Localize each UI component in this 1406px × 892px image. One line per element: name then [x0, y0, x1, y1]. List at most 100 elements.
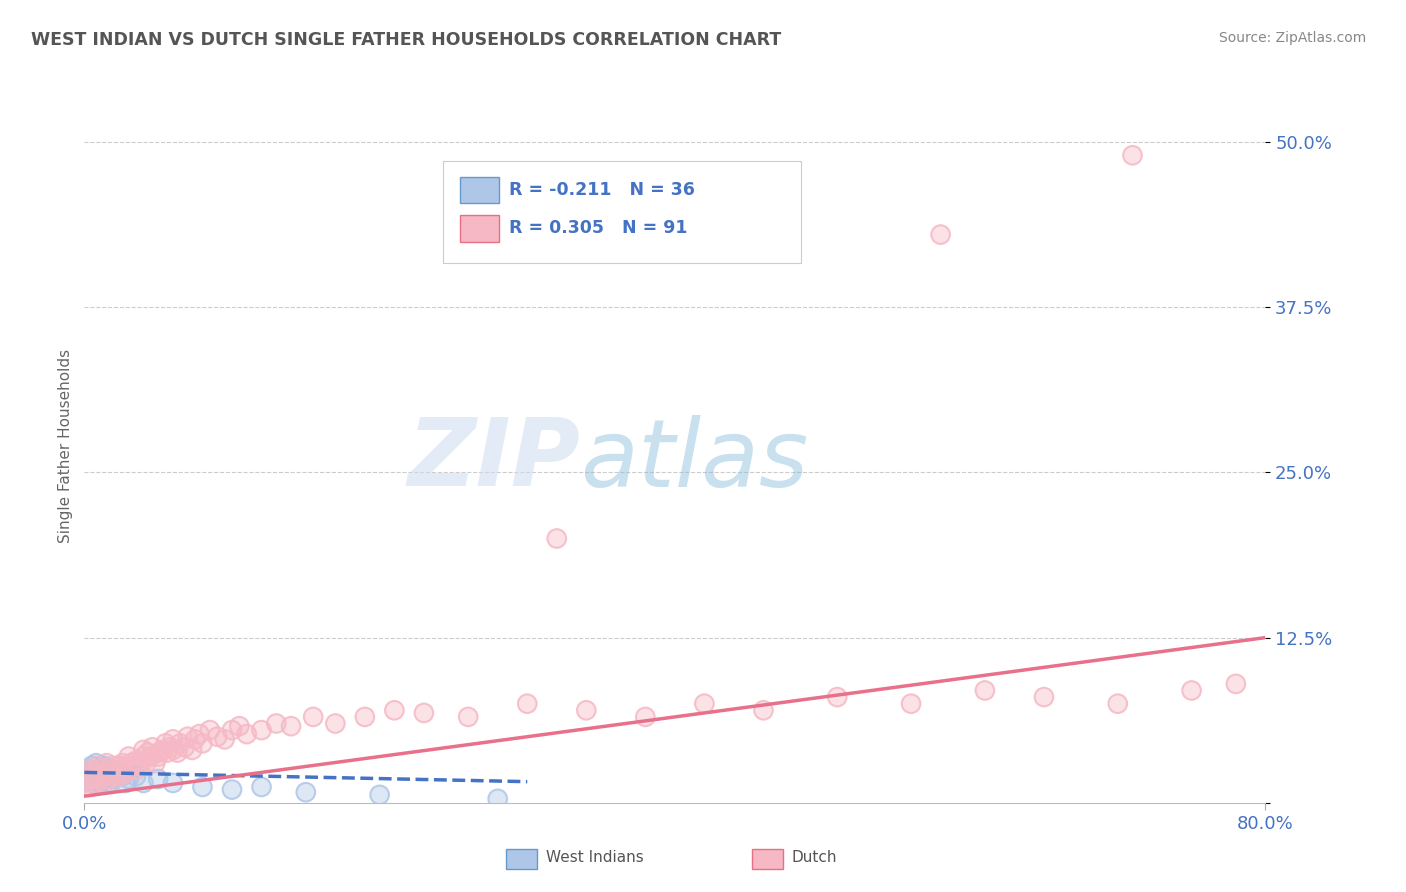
Point	[302, 710, 325, 724]
Point	[118, 763, 141, 777]
Point	[634, 710, 657, 724]
Point	[166, 746, 188, 760]
Point	[177, 730, 200, 744]
Text: Dutch: Dutch	[792, 850, 837, 864]
Point	[93, 769, 115, 783]
Point	[83, 776, 105, 790]
Point	[84, 756, 107, 771]
Point	[250, 723, 273, 738]
Point	[575, 703, 598, 717]
Point	[1107, 697, 1129, 711]
Point	[110, 763, 132, 777]
Point	[80, 759, 103, 773]
Point	[1225, 677, 1247, 691]
Point	[110, 763, 132, 777]
Point	[295, 785, 318, 799]
Point	[77, 763, 100, 777]
Point	[100, 769, 122, 783]
Point	[368, 788, 391, 802]
Point	[91, 766, 114, 780]
Point	[148, 772, 170, 786]
Point	[139, 749, 162, 764]
Point	[634, 710, 657, 724]
Point	[104, 769, 127, 783]
Point	[93, 769, 115, 783]
Point	[98, 776, 121, 790]
Point	[108, 769, 131, 783]
Point	[114, 759, 136, 773]
Point	[125, 754, 148, 768]
Point	[1225, 677, 1247, 691]
Point	[103, 772, 125, 786]
Point	[132, 749, 155, 764]
Point	[162, 732, 184, 747]
Point	[87, 763, 111, 777]
Point	[76, 769, 98, 783]
Point	[76, 769, 98, 783]
Point	[108, 769, 131, 783]
Point	[155, 736, 177, 750]
Point	[207, 730, 229, 744]
Point	[103, 772, 125, 786]
Point	[112, 766, 135, 780]
Point	[900, 697, 922, 711]
Point	[118, 749, 141, 764]
Point	[77, 766, 100, 780]
Point	[91, 766, 114, 780]
Point	[250, 780, 273, 794]
Point	[198, 723, 221, 738]
Point	[103, 763, 125, 777]
Point	[110, 769, 132, 783]
Point	[128, 756, 150, 771]
Point	[97, 772, 120, 786]
Point	[152, 743, 174, 757]
Point	[94, 776, 117, 790]
Point	[1107, 697, 1129, 711]
Point	[221, 723, 243, 738]
Point	[152, 743, 174, 757]
Point	[214, 732, 236, 747]
Text: ZIP: ZIP	[408, 414, 581, 507]
Point	[486, 792, 509, 806]
Point	[83, 776, 105, 790]
Point	[457, 710, 479, 724]
Point	[96, 763, 118, 777]
Text: West Indians: West Indians	[546, 850, 644, 864]
Point	[236, 727, 259, 741]
Point	[129, 759, 152, 773]
Point	[132, 743, 155, 757]
Point	[143, 756, 166, 771]
Point	[80, 769, 103, 783]
Point	[173, 740, 195, 755]
Point	[100, 769, 122, 783]
Point	[84, 756, 107, 771]
Point	[84, 776, 107, 790]
Point	[159, 740, 181, 755]
Point	[162, 776, 184, 790]
Point	[188, 727, 211, 741]
Point	[91, 766, 114, 780]
Point	[97, 772, 120, 786]
Point	[546, 532, 568, 546]
Point	[80, 776, 103, 790]
Point	[162, 743, 184, 757]
Point	[141, 740, 163, 755]
Point	[86, 772, 108, 786]
Point	[82, 772, 104, 786]
Point	[207, 730, 229, 744]
Point	[125, 769, 148, 783]
Point	[546, 532, 568, 546]
Point	[974, 683, 997, 698]
Point	[105, 766, 128, 780]
Point	[75, 766, 97, 780]
Point	[121, 756, 143, 771]
Point	[96, 769, 118, 783]
Point	[228, 719, 250, 733]
Point	[77, 763, 100, 777]
Point	[156, 746, 179, 760]
Point	[87, 769, 111, 783]
Point	[302, 710, 325, 724]
Point	[221, 782, 243, 797]
Point	[1122, 148, 1144, 162]
Point	[100, 769, 122, 783]
